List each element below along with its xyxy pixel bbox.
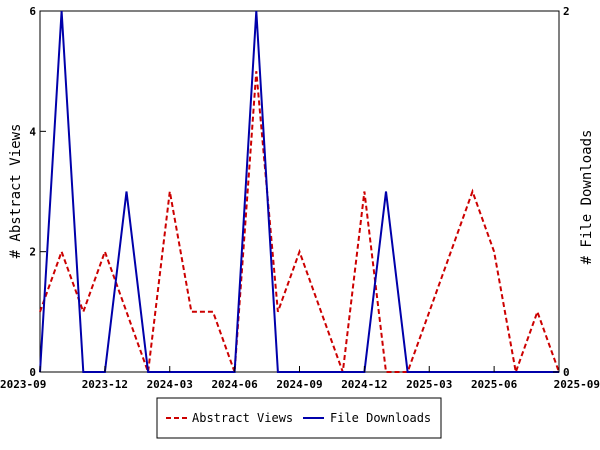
x-tick-label: 2025-06 [471,378,518,391]
x-tick-label: 2024-12 [341,378,387,391]
x-tick-label: 2024-06 [211,378,258,391]
x-tick-label: 2023-09 [0,378,46,391]
legend-label-abstract-views: Abstract Views [192,411,293,425]
y2-tick-label: 0 [563,366,570,379]
x-tick-label: 2024-03 [147,378,193,391]
y-tick-label: 6 [29,5,36,18]
series-line-abstract-views [39,71,560,376]
x-tick-label: 2024-09 [276,378,322,391]
x-tick-label: 2023-12 [82,378,128,391]
x-tick-label: 2025-09 [554,378,600,391]
legend: Abstract Views File Downloads [156,397,442,439]
y-tick-label: 4 [29,125,36,138]
legend-box [156,397,442,439]
y2-axis-title: # File Downloads [579,130,595,265]
y-axis-title: # Abstract Views [8,124,24,259]
legend-label-file-downloads: File Downloads [330,411,431,425]
y-tick-label: 0 [29,366,36,379]
y2-tick-label: 2 [563,5,570,18]
x-tick-label: 2025-03 [406,378,452,391]
y-tick-label: 2 [29,246,36,259]
